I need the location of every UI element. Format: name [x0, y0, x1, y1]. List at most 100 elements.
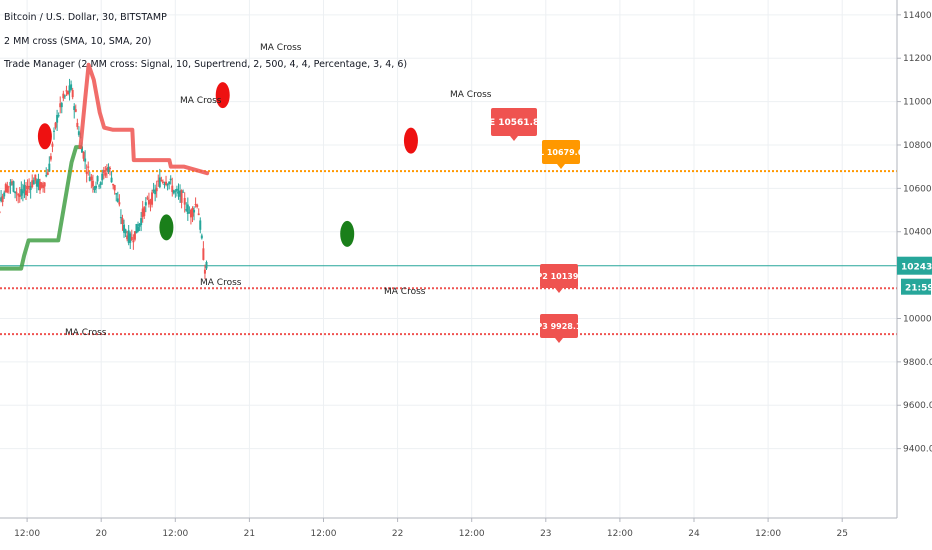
- candle-body: [171, 185, 174, 192]
- candle-body: [28, 185, 31, 187]
- candle-body: [68, 85, 71, 93]
- sell-marker: [215, 82, 230, 109]
- x-tick-label: 12:00: [162, 529, 188, 539]
- legend-indicator-trade-manager[interactable]: Trade Manager (2 MM cross: Signal, 10, S…: [4, 59, 408, 70]
- candle-body: [20, 189, 23, 196]
- candle-body: [182, 191, 185, 193]
- candle-body: [132, 240, 135, 243]
- annotations: MA Cross MA Cross MA Cross MA Cross MA Cross…: [65, 43, 492, 338]
- sell-marker: [403, 127, 418, 154]
- candle-body: [185, 209, 188, 211]
- candle-body: [202, 248, 205, 260]
- candle-body: [189, 209, 192, 218]
- legend-indicator-ma-cross[interactable]: 2 MM cross (SMA, 10, SMA, 20): [4, 36, 152, 47]
- candle-body: [147, 199, 150, 205]
- candle-body: [1, 196, 4, 202]
- candle-body: [143, 207, 146, 217]
- candle-body: [186, 204, 189, 214]
- candle-body: [155, 187, 158, 192]
- candle-body: [90, 176, 93, 180]
- candle-body: [60, 103, 63, 108]
- candle-body: [196, 204, 199, 207]
- candle-body: [144, 202, 147, 206]
- y-tick-label: 10400.00: [903, 228, 932, 238]
- candle-body: [82, 151, 85, 159]
- x-tick-label: 12:00: [755, 529, 781, 539]
- sell-marker: [37, 123, 52, 150]
- candle-body: [163, 184, 166, 186]
- candles: [0, 78, 208, 280]
- y-tick-label: 10600.00: [903, 184, 932, 194]
- candle-body: [34, 174, 37, 181]
- candle-body: [107, 166, 110, 173]
- candle-body: [133, 231, 136, 240]
- ma-cross-label: MA Cross: [180, 96, 222, 106]
- sl-label-text: SL 10679.61: [533, 148, 589, 157]
- supertrend-line-up: [0, 145, 83, 271]
- price-axis[interactable]: 11400.00 11200.00 11000.00 10800.00 10600.00…: [896, 0, 932, 550]
- candle-body: [188, 212, 191, 214]
- y-tick-label: 10800.00: [903, 141, 932, 151]
- candle-body: [175, 188, 178, 191]
- candle-body: [98, 185, 101, 187]
- candle-body: [199, 220, 202, 230]
- candle-body: [113, 185, 116, 191]
- candle-body: [179, 190, 182, 197]
- y-tick-label: 11000.00: [903, 98, 932, 108]
- candle-body: [3, 192, 6, 197]
- candle-body: [48, 163, 51, 172]
- candle-body: [168, 181, 171, 185]
- se-label-text: SE 10561.87: [482, 118, 545, 128]
- supertrend-line-down: [78, 62, 210, 176]
- se-label-pointer: [510, 136, 518, 141]
- candle-body: [158, 177, 161, 188]
- ma-cross-label: MA Cross: [200, 278, 242, 288]
- candle-body: [70, 84, 73, 90]
- buy-marker: [159, 214, 174, 241]
- candle-body: [32, 180, 35, 185]
- se-label: SE 10561.87: [482, 108, 546, 141]
- x-tick-label: 21: [244, 529, 255, 539]
- candle-body: [203, 269, 206, 274]
- candle-body: [104, 172, 107, 176]
- candle-body: [200, 235, 203, 239]
- candle-body: [193, 209, 196, 213]
- candle-body: [31, 180, 34, 187]
- tp3-label-bg: [540, 314, 578, 338]
- candle-body: [96, 176, 99, 182]
- sl-label-bg: [542, 140, 580, 164]
- candle-body: [118, 202, 121, 205]
- tp3-label-pointer: [555, 338, 563, 343]
- grid: [0, 0, 897, 518]
- candle-body: [0, 211, 1, 214]
- candle-body: [84, 158, 87, 162]
- candle-body: [174, 190, 177, 192]
- candle-body: [135, 224, 138, 234]
- candle-body: [6, 185, 9, 193]
- trend-lines: [0, 62, 210, 271]
- candle-body: [93, 186, 96, 190]
- legend-symbol[interactable]: Bitcoin / U.S. Dollar, 30, BITSTAMP: [4, 12, 167, 23]
- candle-body: [49, 156, 52, 160]
- sl-label-pointer: [557, 164, 565, 169]
- candle-body: [18, 194, 21, 197]
- x-tick-label: 23: [540, 529, 551, 539]
- y-tick-label: 9400.00: [903, 445, 932, 455]
- time-axis[interactable]: 12:00 20 12:00 21 12:00 22 12:00 23 12:00 24 12:00…: [0, 517, 932, 550]
- candle-body: [26, 185, 29, 190]
- candle-body: [17, 194, 20, 196]
- candle-body: [166, 184, 169, 186]
- candle-body: [10, 181, 13, 183]
- sl-label: SL 10679.61: [533, 140, 589, 169]
- x-tick-label: 12:00: [607, 529, 633, 539]
- candle-body: [123, 224, 126, 233]
- candle-body: [191, 208, 194, 217]
- last-price-value: 10243.37: [901, 263, 932, 273]
- candle-body: [138, 223, 141, 227]
- candle-body: [85, 171, 88, 174]
- countdown-box: [901, 278, 931, 295]
- candle-body: [71, 90, 74, 98]
- candle-body: [105, 168, 108, 171]
- candle-body: [172, 190, 175, 194]
